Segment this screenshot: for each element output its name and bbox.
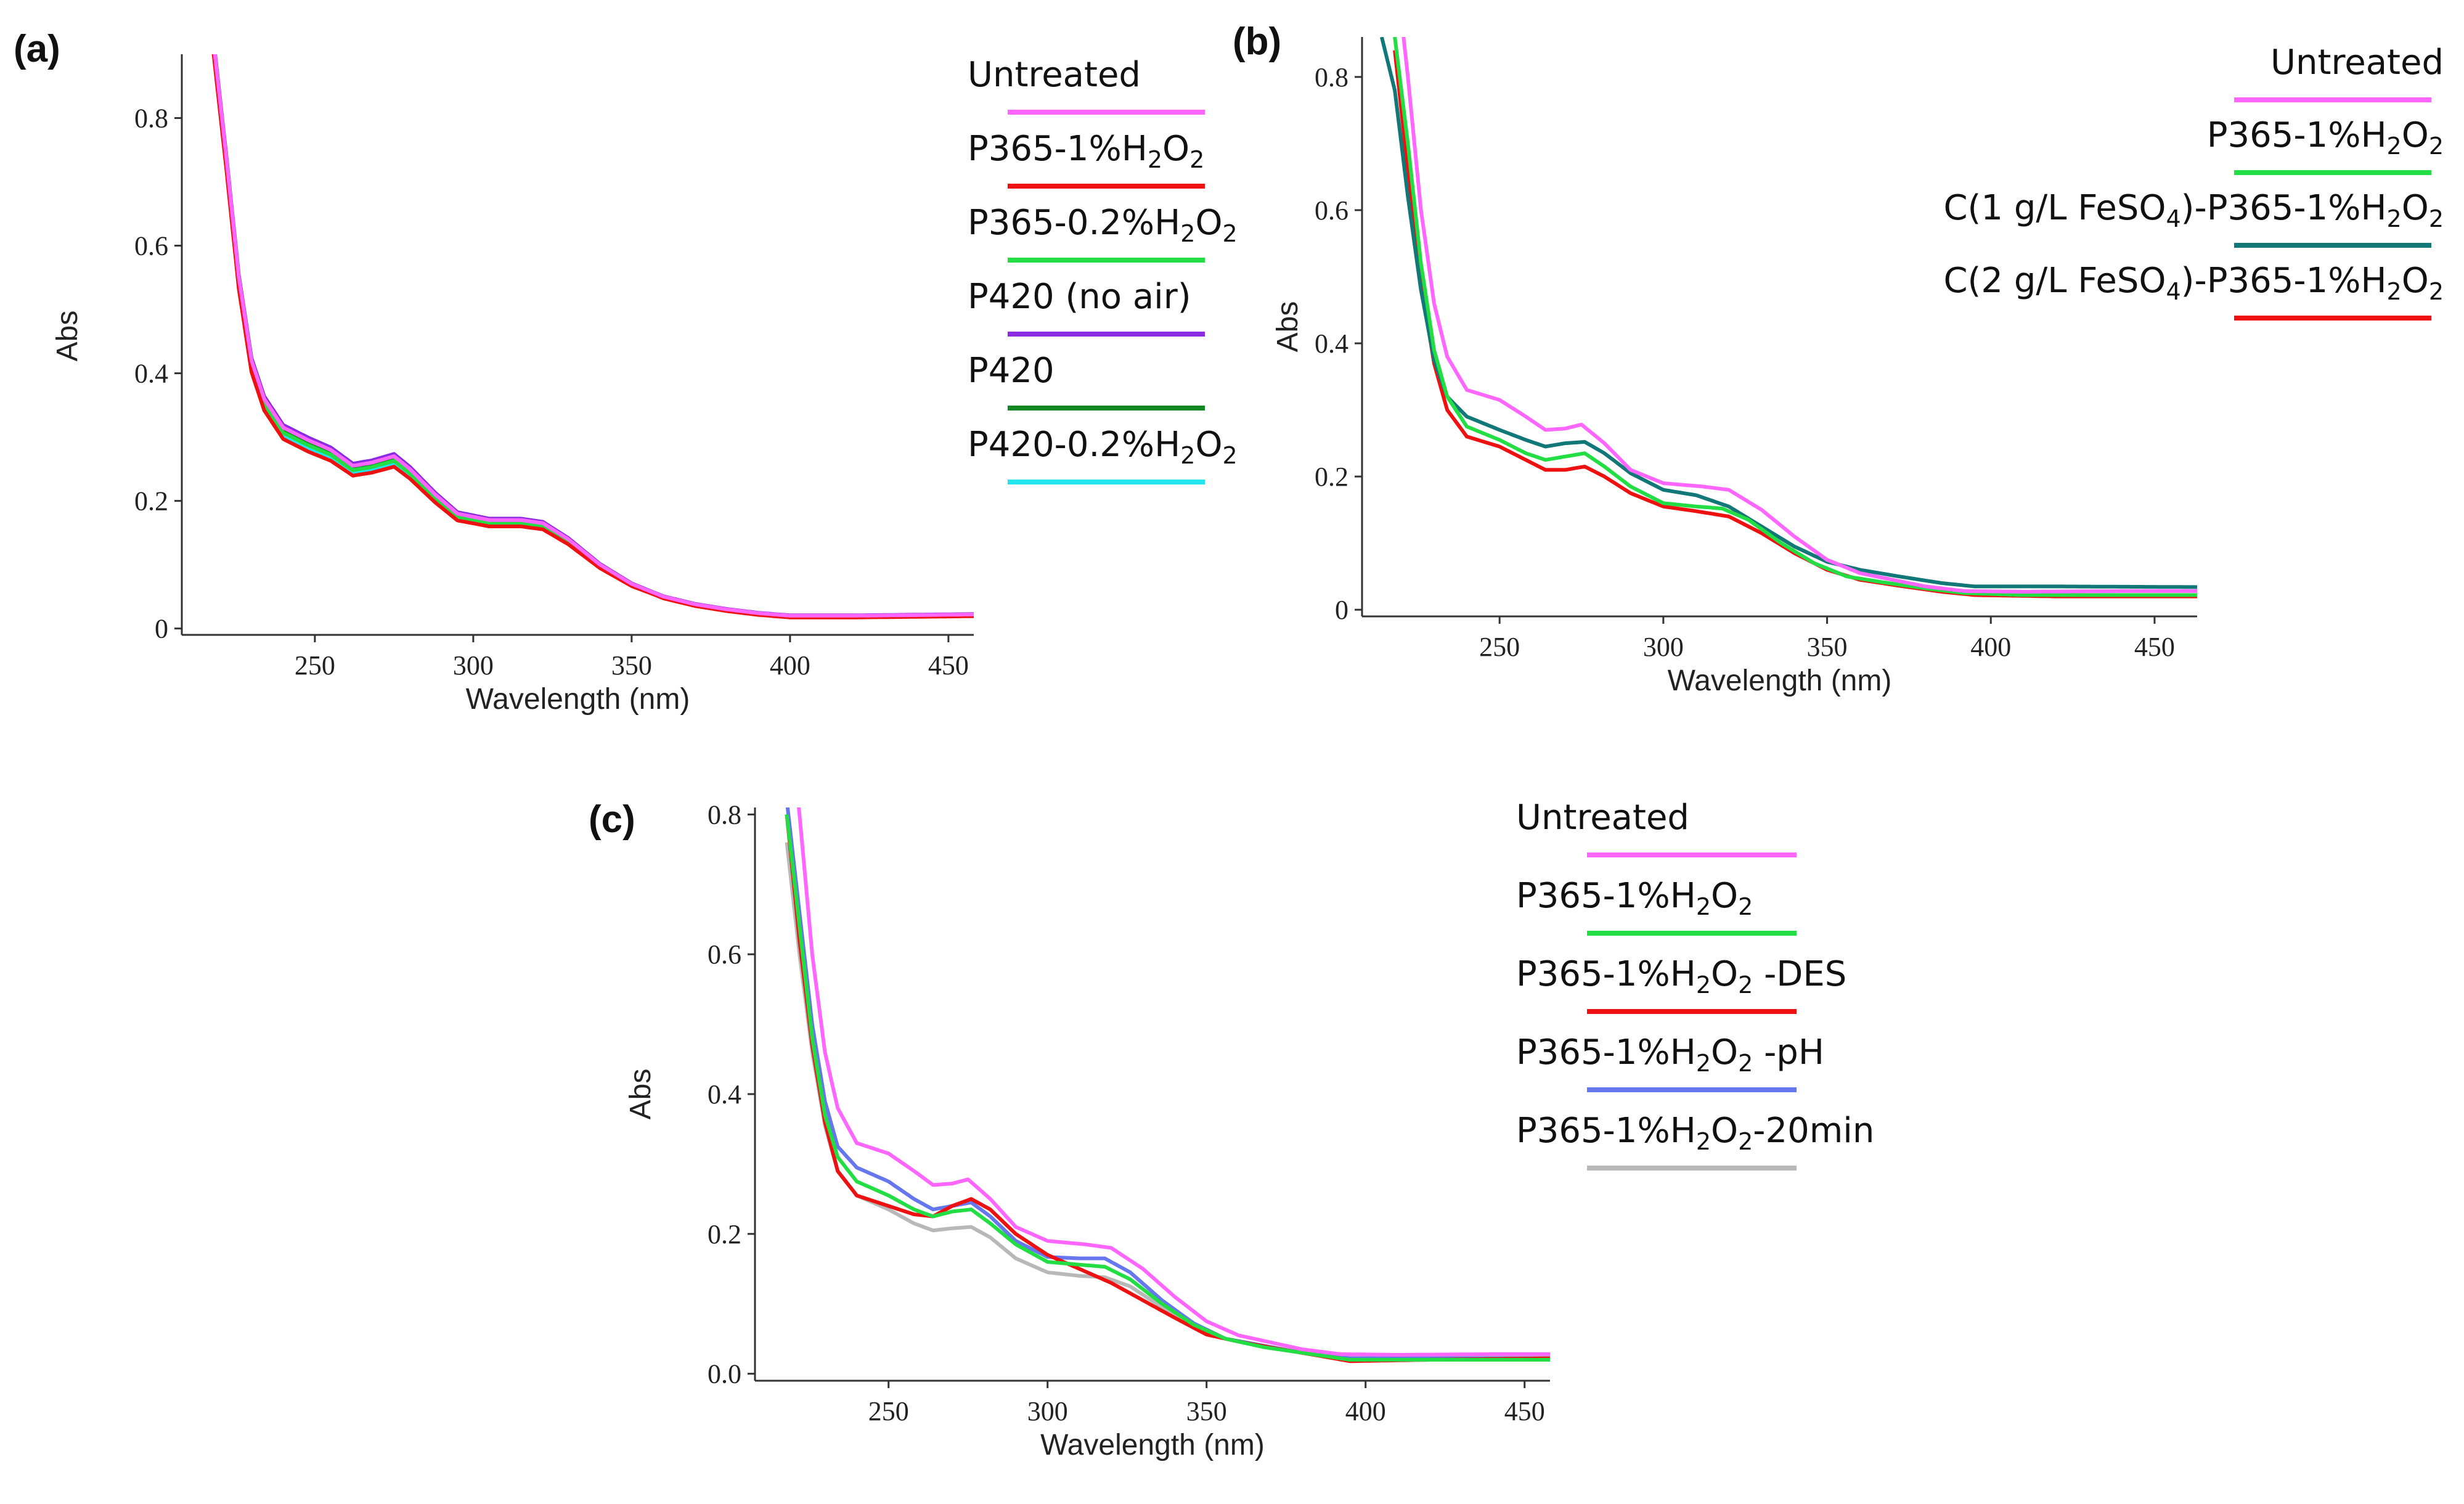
y-tick-label: 0.6 <box>708 939 741 970</box>
x-tick-label: 350 <box>1807 632 1848 662</box>
legend-label-untreated: Untreated <box>2270 43 2444 83</box>
series-line-p420-no-air <box>213 54 974 618</box>
y-tick-label: 0.8 <box>134 104 168 134</box>
x-tick-label: 400 <box>1970 632 2011 662</box>
legend: Untreated P365-1%H2O2 P365-0.2%H2O2 P420 (n… <box>968 55 1238 484</box>
legend-label-p365-1-h2o2-ph: P365-1%H2O2 -pH <box>1516 1032 1824 1077</box>
panel-letter: (c) <box>589 798 635 841</box>
y-axis-label: Abs <box>624 1069 657 1120</box>
legend-label-p365-1-h2o2-20min: P365-1%H2O2-20min <box>1516 1111 1874 1155</box>
x-tick-label: 450 <box>928 650 969 680</box>
x-axis-label: Wavelength (nm) <box>466 683 690 716</box>
series-line-p365-1-h2o2 <box>785 814 1550 1362</box>
y-tick-label: 0.4 <box>134 359 168 389</box>
series-line-untreated <box>1401 37 2197 594</box>
x-tick-label: 250 <box>1479 632 1520 662</box>
y-tick-label: 0 <box>1335 595 1348 625</box>
series-line-p365-1-h2o2 <box>211 54 974 619</box>
x-tick-label: 450 <box>2134 632 2175 662</box>
panel-letter: (a) <box>14 28 60 70</box>
plot-area <box>1379 37 2197 599</box>
y-tick-label: 0.2 <box>134 486 168 517</box>
x-tick-label: 400 <box>770 650 810 680</box>
x-tick-label: 350 <box>611 650 652 680</box>
y-tick-label: 0.0 <box>708 1359 741 1389</box>
x-tick-label: 450 <box>1504 1396 1545 1426</box>
series-line-p365-1-h2o2-des <box>785 814 1550 1363</box>
y-tick-label: 0.2 <box>1315 462 1348 492</box>
legend: Untreated P365-1%H2O2 C(1 g/L FeSO4)-P365-… <box>1943 43 2444 321</box>
legend-label-p365-1-h2o2-des: P365-1%H2O2 -DES <box>1516 954 1846 999</box>
series-line-p365-1-h2o2-ph <box>785 807 1550 1360</box>
y-tick-label: 0.8 <box>708 799 741 830</box>
x-tick-label: 250 <box>295 650 335 680</box>
series-line-p365-1-h2o2 <box>1393 37 2197 597</box>
legend-label-p420: P420 <box>968 351 1055 391</box>
legend-label-p365-1-h2o2: P365-1%H2O2 <box>968 129 1204 173</box>
y-tick-label: 0.8 <box>1315 62 1348 92</box>
y-tick-label: 0.6 <box>134 231 168 261</box>
legend-label-c-1-g-l-feso4-p365-1-h2o2: C(1 g/L FeSO4)-P365-1%H2O2 <box>1943 188 2444 232</box>
panel-c: (c) 0.0 0.2 0.4 0.6 0.8 250 300 350 400 450 Wavelen… <box>589 798 1874 1461</box>
series-line-p420 <box>213 54 974 618</box>
panel-letter: (b) <box>1233 20 1281 63</box>
x-tick-label: 300 <box>1643 632 1684 662</box>
x-axis-label: Wavelength (nm) <box>1040 1429 1265 1461</box>
series-line-p365-1-h2o2-20min <box>785 842 1550 1359</box>
y-tick-label: 0.2 <box>708 1219 741 1249</box>
panel-a: (a) 0 0.2 0.4 0.6 0.8 250 300 350 400 450 Wavelengt… <box>14 28 1238 716</box>
series-line-p365-0-2-h2o2 <box>212 54 974 619</box>
x-tick-label: 300 <box>453 650 494 680</box>
plot-area <box>211 54 974 619</box>
y-tick-label: 0.4 <box>708 1079 741 1110</box>
legend-label-untreated: Untreated <box>1516 798 1689 838</box>
legend-label-p420-no-air: P420 (no air) <box>968 277 1191 317</box>
y-tick-label: 0.4 <box>1315 329 1348 359</box>
x-axis-label: Wavelength (nm) <box>1668 664 1892 697</box>
legend-label-p365-0-2-h2o2: P365-0.2%H2O2 <box>968 203 1238 247</box>
series-line-p420-0-2-h2o2 <box>212 54 974 619</box>
series-line-c-1-g-l-feso4-p365-1-h2o2 <box>1379 37 2197 589</box>
plot-area <box>785 807 1550 1363</box>
y-tick-label: 0.6 <box>1315 195 1348 226</box>
x-tick-label: 400 <box>1345 1396 1386 1426</box>
legend-label-p365-1-h2o2: P365-1%H2O2 <box>2207 115 2444 160</box>
y-axis-label: Abs <box>51 311 84 362</box>
series-line-c-2-g-l-feso4-p365-1-h2o2 <box>1393 50 2197 599</box>
series-line-untreated <box>797 807 1550 1357</box>
x-tick-label: 250 <box>868 1396 909 1426</box>
legend-label-p420-0-2-h2o2: P420-0.2%H2O2 <box>968 425 1238 469</box>
y-tick-label: 0 <box>155 614 168 644</box>
legend-label-untreated: Untreated <box>968 55 1141 95</box>
series-line-untreated <box>213 54 974 618</box>
x-tick-label: 350 <box>1186 1396 1227 1426</box>
legend: Untreated P365-1%H2O2 P365-1%H2O2 -DES P365… <box>1516 798 1874 1171</box>
legend-label-p365-1-h2o2: P365-1%H2O2 <box>1516 876 1753 920</box>
y-axis-label: Abs <box>1271 301 1304 353</box>
panel-b: (b) 0 0.2 0.4 0.6 0.8 250 300 350 400 450 Wavelengt… <box>1233 20 2444 697</box>
legend-label-c-2-g-l-feso4-p365-1-h2o2: C(2 g/L FeSO4)-P365-1%H2O2 <box>1943 261 2444 305</box>
x-tick-label: 300 <box>1027 1396 1068 1426</box>
